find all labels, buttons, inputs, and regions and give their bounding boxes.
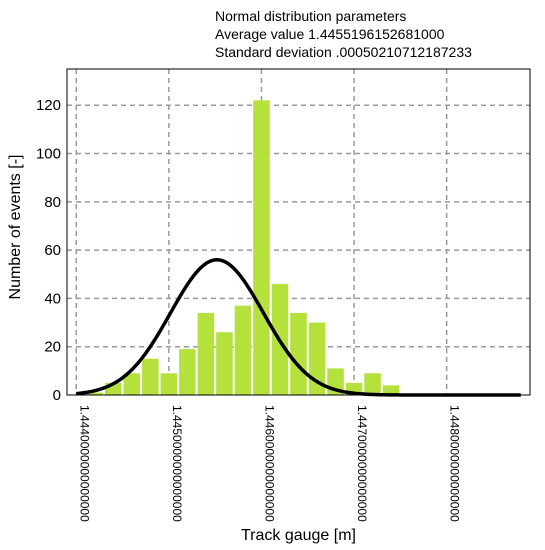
y-axis-label: Number of events [-] [7,155,24,300]
annotation-mean: Average value 1.4455196152681000 [215,26,445,42]
histogram-bar-3 [123,373,141,395]
histogram-bar-4 [142,358,159,395]
y-tick-label: 40 [44,290,61,307]
bars [86,100,400,396]
y-ticks: 0 20 40 60 80 100 120 [36,97,61,404]
annotation-std: Standard deviation .00050210712187233 [215,44,472,60]
histogram-bar-17 [382,385,400,395]
annotations: Normal distribution parameters Average v… [215,8,472,60]
histogram-bar-10 [253,100,270,396]
y-tick-label: 60 [44,242,61,259]
y-tick-label: 120 [36,97,61,114]
histogram-bar-8 [216,332,233,395]
histogram-bar-7 [197,312,215,395]
histogram-bar-16 [364,373,381,395]
x-tick-label: 1.4460000000000000 [262,405,276,522]
x-tick-label: 1.4470000000000000 [355,405,369,522]
y-tick-label: 0 [53,387,61,404]
histogram-bar-6 [179,349,196,395]
histogram-bar-1 [86,392,104,395]
x-tick-label: 1.4480000000000000 [448,405,462,522]
x-tick-label: 1.4450000000000000 [170,405,184,522]
histogram-bar-5 [160,373,178,395]
y-tick-label: 20 [44,339,61,356]
x-axis-label: Track gauge [m] [241,527,356,544]
plot-frame [66,68,531,396]
x-tick-label: 1.4440000000000000 [77,405,91,522]
y-tick-label: 100 [36,146,61,163]
x-ticks: 1.4440000000000000 1.4450000000000000 1.44… [77,405,461,522]
histogram-bar-9 [234,305,252,395]
annotation-title: Normal distribution parameters [215,8,406,24]
y-tick-label: 80 [44,194,61,211]
histogram-bar-12 [290,312,307,395]
